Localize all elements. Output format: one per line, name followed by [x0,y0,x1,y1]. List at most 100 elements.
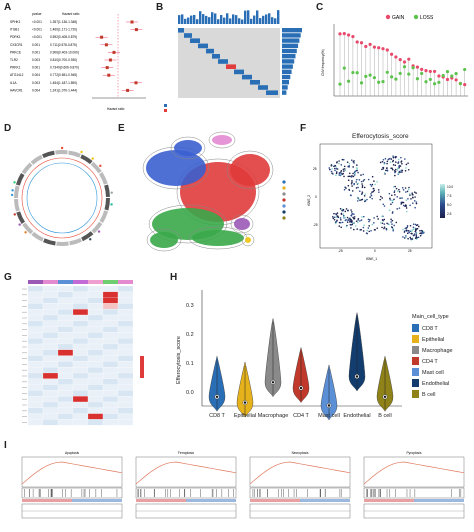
forest-point [130,20,134,24]
heatmap-cell [57,320,74,327]
tsne-point [403,158,406,160]
tsne-point [405,167,407,169]
tsne-point [384,157,387,160]
tsne-point [381,168,383,171]
tsne-point [359,199,361,202]
oncoplot-side-bar [282,54,296,59]
violin-legend-swatch [412,346,419,354]
tsne-point [344,210,347,213]
heatmap-cell [87,367,104,374]
cnv-loss-point [402,65,407,69]
circos-chromosome-segment [31,231,44,242]
heatmap-cell [87,413,104,420]
tsne-point [336,215,339,217]
cluster-legend-dot [282,186,286,190]
tsne-point [346,216,349,219]
tsne-point [389,197,391,200]
cluster-svg [142,131,286,252]
cluster-contour [226,150,274,190]
tsne-point [407,162,409,164]
tsne-point [374,183,376,186]
heatmap-cell [57,303,74,310]
heatmap-cell [117,303,134,310]
tsne-point [403,237,406,239]
tsne-point [383,218,386,221]
heatmap-cell [72,355,89,362]
oncoplot-top-bar [256,10,259,24]
tsne-point [406,210,408,213]
heatmap-cell [87,326,104,333]
heatmap-cell [102,378,119,385]
cnv-svg: GAIN LOSS CNV frequency(%) [321,14,468,97]
cluster-legend-dot [282,192,286,196]
colorbar-tick: 7.5 [447,194,452,198]
heatmap-cell [57,349,74,356]
tsne-point [338,172,341,175]
panel-label-f: F [300,123,307,134]
tsne-point [360,193,363,196]
heatmap-cell [27,285,44,292]
forest-pvalue: 0.004 [32,88,40,92]
tsne-point [338,174,340,176]
heatmap-cell [72,285,89,292]
cluster-region [234,218,250,230]
cnv-loss-point [364,74,368,78]
heatmap-cell [72,413,89,420]
heatmap-cell [72,378,89,385]
tsne-point [391,199,393,202]
tsne-point [367,227,370,229]
tsne-ylabel: tSNE_2 [307,195,311,206]
violin-median-point [355,375,359,378]
heatmap-cell [42,367,59,374]
heatmap-cell [42,390,59,397]
panel-label-d: D [4,123,12,134]
tsne-point [367,178,370,181]
tsne-point [333,216,336,219]
tsne-point [386,162,388,165]
tsne-point [361,216,363,218]
heatmap-cell [72,326,89,333]
cnv-loss-point [420,71,424,76]
cnv-gain-point [377,46,381,50]
tsne-point [343,188,346,191]
tsne-point [373,222,375,224]
heatmap-cell [87,372,104,379]
tsne-point [386,167,388,169]
cnv-loss-point [368,73,372,77]
tsne-point [391,226,394,229]
tsne-point [414,206,416,209]
violin-ytick: 0.3 [186,303,194,309]
tsne-point [350,214,353,217]
tsne-point [361,186,364,189]
heatmap-cell [102,361,119,368]
cnv-gain-point [355,40,359,44]
tsne-point [348,175,351,178]
tsne-point [409,194,411,196]
heatmap-cell [87,320,104,327]
gsea-rank-strip [414,499,464,502]
cluster-contour [170,136,206,160]
tsne-point [362,230,365,232]
tsne-point [411,192,413,194]
cnv-loss-point [381,80,385,84]
oncoplot-side-bar [282,38,300,43]
forest-point [108,58,112,62]
violin-category-label: CD8 T [209,413,225,419]
oncoplot-top-bar [187,17,190,24]
tsne-point [342,213,345,215]
tsne-point [362,215,365,218]
tsne-point [407,168,410,171]
tsne-point [356,164,358,166]
tsne-point [398,190,401,193]
tsne-point [393,198,395,201]
heatmap-cell [117,372,134,379]
circos-gene-marker [60,146,64,150]
heatmap-cell [102,320,119,327]
tsne-point [369,219,371,221]
tsne-point [395,161,397,163]
heatmap-cell [102,309,119,316]
cnv-loss-point [445,69,450,74]
tsne-point [352,160,355,163]
panel-i-gsea: Apoptosis Ferroptosis Necroptosis Pyroptosi… [8,446,472,530]
cluster-legend-dot [282,204,286,208]
